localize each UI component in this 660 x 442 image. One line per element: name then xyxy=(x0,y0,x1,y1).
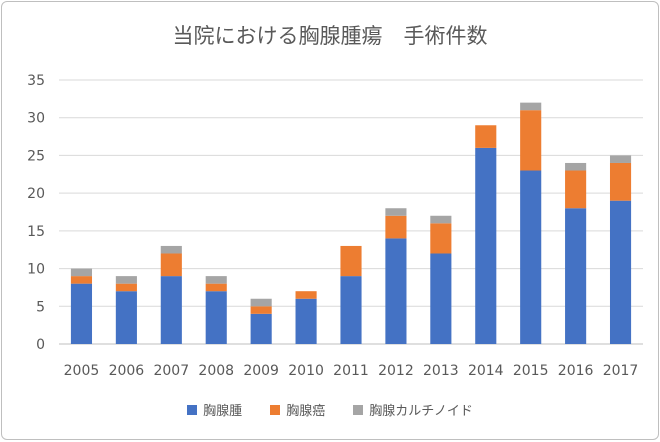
y-tick-label: 10 xyxy=(27,262,45,278)
x-tick-label: 2016 xyxy=(558,363,594,379)
bar-segment-thymic-carcinoid xyxy=(565,162,587,171)
bar-segment-thymoma xyxy=(340,276,362,344)
x-tick-label: 2013 xyxy=(423,363,459,379)
x-tick-label: 2006 xyxy=(109,363,145,379)
x-tick-label: 2007 xyxy=(153,363,189,379)
bar-segment-thymic-carcinoid xyxy=(160,245,182,254)
bar-segment-thymoma xyxy=(70,283,93,344)
bar-segment-thymoma xyxy=(115,291,137,344)
bar-segment-thymic-carcinoid xyxy=(250,298,272,307)
bar-segment-thymoma xyxy=(565,208,587,344)
x-tick-label: 2014 xyxy=(468,363,504,379)
bar-segment-thymic-carcinoma xyxy=(609,162,632,201)
bar-segment-thymic-carcinoma xyxy=(160,253,182,277)
legend-label-thymic-carcinoid: 胸腺カルチノイド xyxy=(369,404,473,419)
x-tick-label: 2017 xyxy=(603,363,639,379)
legend-item-thymoma: 胸腺腫 xyxy=(187,400,242,419)
x-tick-label: 2009 xyxy=(243,363,279,379)
bar-segment-thymic-carcinoma xyxy=(475,125,497,148)
x-tick-label: 2010 xyxy=(288,363,324,379)
bar-segment-thymoma xyxy=(475,147,497,344)
legend-item-thymic-carcinoma: 胸腺癌 xyxy=(270,400,325,419)
bar-segment-thymic-carcinoid xyxy=(609,155,632,163)
bar-segment-thymic-carcinoid xyxy=(115,276,137,284)
bar-segment-thymic-carcinoma xyxy=(205,283,227,292)
chart-title: 当院における胸腺腫瘍 手術件数 xyxy=(172,24,488,48)
chart-legend: 胸腺腫 胸腺癌 胸腺カルチノイド xyxy=(2,400,658,419)
bar-segment-thymoma xyxy=(160,276,182,344)
bar-segment-thymic-carcinoid xyxy=(430,215,452,224)
y-tick-label: 0 xyxy=(36,337,45,353)
legend-swatch-thymic-carcinoma xyxy=(270,404,281,415)
x-tick-label: 2011 xyxy=(333,363,369,379)
bar-segment-thymic-carcinoid xyxy=(205,276,227,284)
bar-segment-thymic-carcinoma xyxy=(70,276,93,284)
bar-segment-thymoma xyxy=(430,253,452,344)
bar-segment-thymic-carcinoma xyxy=(250,306,272,314)
x-tick-label: 2015 xyxy=(513,363,549,379)
y-tick-label: 35 xyxy=(27,73,45,89)
bar-segment-thymoma xyxy=(609,200,632,344)
bar-segment-thymic-carcinoma xyxy=(520,110,542,171)
bar-segment-thymoma xyxy=(250,313,272,344)
bar-segment-thymic-carcinoma xyxy=(115,283,137,292)
bar-segment-thymic-carcinoma xyxy=(385,215,407,239)
bar-segment-thymic-carcinoid xyxy=(70,268,93,277)
legend-swatch-thymoma xyxy=(187,404,198,415)
y-tick-label: 5 xyxy=(36,299,45,315)
y-tick-label: 20 xyxy=(27,186,45,202)
x-tick-label: 2008 xyxy=(198,363,234,379)
y-tick-label: 15 xyxy=(27,224,45,240)
bar-segment-thymic-carcinoma xyxy=(430,223,452,254)
legend-item-thymic-carcinoid: 胸腺カルチノイド xyxy=(353,400,473,419)
legend-swatch-thymic-carcinoid xyxy=(353,404,364,415)
bar-segment-thymic-carcinoma xyxy=(565,170,587,209)
bar-segment-thymoma xyxy=(385,238,407,344)
bar-segment-thymoma xyxy=(205,291,227,344)
bar-segment-thymic-carcinoid xyxy=(385,208,407,216)
bar-segment-thymic-carcinoma xyxy=(340,245,362,277)
bar-segment-thymoma xyxy=(520,170,542,344)
legend-label-thymic-carcinoma: 胸腺癌 xyxy=(286,404,326,419)
bar-segment-thymic-carcinoid xyxy=(520,102,542,111)
legend-label-thymoma: 胸腺腫 xyxy=(203,404,243,419)
y-tick-label: 30 xyxy=(27,111,45,127)
y-tick-label: 25 xyxy=(27,148,45,164)
x-tick-label: 2005 xyxy=(64,363,100,379)
bar-segment-thymic-carcinoma xyxy=(295,291,317,299)
x-tick-label: 2012 xyxy=(378,363,414,379)
bar-segment-thymoma xyxy=(295,298,317,344)
